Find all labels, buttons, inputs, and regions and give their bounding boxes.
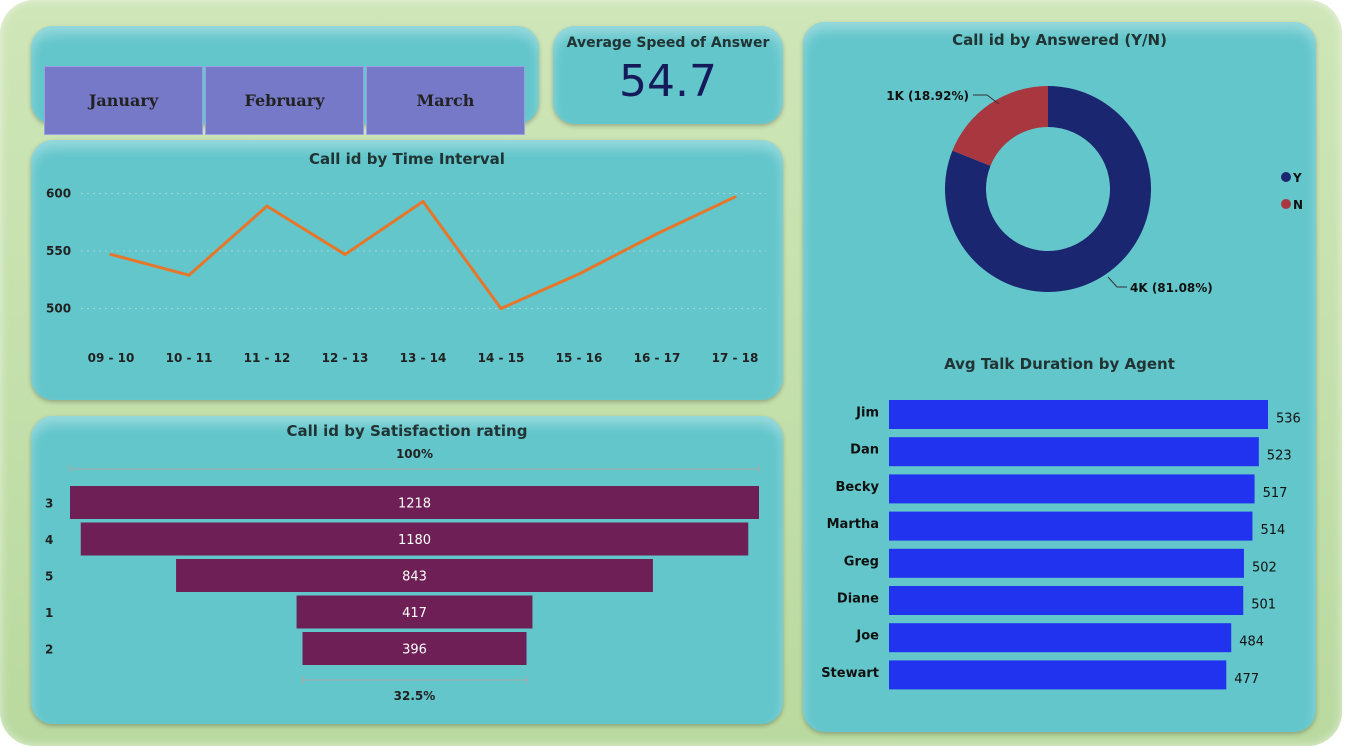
month-march-button[interactable]: March bbox=[366, 66, 525, 135]
agent-bar bbox=[889, 623, 1232, 653]
line-x-tick-label: 17 - 18 bbox=[712, 351, 759, 365]
line-chart-card: Call id by Time Interval 500 550 600 09 - 1… bbox=[31, 140, 783, 400]
line-x-tick-label: 09 - 10 bbox=[88, 351, 135, 365]
donut-label-n: 1K (18.92%) bbox=[886, 89, 969, 103]
bar-chart-title: Avg Talk Duration by Agent bbox=[944, 355, 1175, 373]
funnel-category-label: 3 bbox=[45, 497, 53, 511]
agent-value-label: 523 bbox=[1267, 449, 1292, 464]
funnel-bar bbox=[296, 595, 533, 629]
agent-name-label: Jim bbox=[855, 406, 879, 421]
agent-name-label: Diane bbox=[837, 592, 879, 607]
line-x-tick-label: 12 - 13 bbox=[322, 351, 369, 365]
agent-name-label: Dan bbox=[850, 443, 879, 458]
donut-slice-n bbox=[952, 86, 1048, 166]
line-point bbox=[733, 195, 737, 199]
funnel-bar bbox=[176, 559, 653, 592]
funnel-chart: 100% 1218 3 1180 4 843 5 417 1 396 2 32.5% bbox=[45, 447, 760, 703]
line-point bbox=[343, 252, 347, 256]
kpi-title: Average Speed of Answer bbox=[566, 35, 770, 51]
agent-bar bbox=[889, 660, 1227, 690]
line-point bbox=[655, 232, 659, 236]
funnel-category-label: 2 bbox=[45, 643, 53, 657]
month-february-button[interactable]: February bbox=[205, 66, 364, 135]
line-x-tick-label: 11 - 12 bbox=[244, 351, 291, 365]
agent-name-label: Becky bbox=[835, 480, 879, 495]
agent-value-label: 477 bbox=[1234, 672, 1259, 687]
agent-bar bbox=[889, 511, 1253, 541]
line-chart: 500 550 600 09 - 10 10 - 11 11 - 12 12 - 13 13 … bbox=[46, 187, 766, 365]
donut-chart: 1K (18.92%) 4K (81.08%) YN bbox=[886, 86, 1303, 295]
donut-legend-marker bbox=[1281, 199, 1291, 209]
funnel-bar-value: 1180 bbox=[398, 533, 431, 548]
funnel-category-label: 1 bbox=[45, 606, 53, 620]
donut-leader-line bbox=[1107, 276, 1127, 288]
funnel-bar bbox=[80, 522, 749, 556]
line-point bbox=[421, 200, 425, 204]
agent-bar bbox=[889, 586, 1244, 615]
funnel-bar-value: 1218 bbox=[398, 497, 431, 512]
line-y-tick-label: 600 bbox=[46, 187, 71, 201]
donut-legend-marker bbox=[1281, 172, 1291, 182]
line-x-tick-label: 13 - 14 bbox=[400, 351, 447, 365]
funnel-bottom-label: 32.5% bbox=[394, 689, 436, 703]
right-panel-card: Call id by Answered (Y/N) 1K (18.92%) 4K … bbox=[803, 22, 1316, 732]
agent-value-label: 484 bbox=[1239, 635, 1264, 650]
line-point bbox=[187, 273, 191, 277]
agent-name-label: Martha bbox=[827, 517, 879, 532]
line-point bbox=[109, 252, 113, 256]
funnel-bar-value: 843 bbox=[402, 570, 427, 585]
agent-value-label: 501 bbox=[1251, 598, 1276, 613]
line-x-tick-label: 10 - 11 bbox=[166, 351, 213, 365]
month-january-button[interactable]: January bbox=[44, 66, 203, 135]
agent-bar bbox=[889, 474, 1255, 504]
line-point bbox=[499, 307, 503, 310]
donut-slice-y bbox=[945, 86, 1151, 293]
funnel-top-label: 100% bbox=[396, 447, 433, 461]
line-point bbox=[577, 272, 581, 276]
kpi-value: 54.7 bbox=[619, 56, 717, 107]
line-x-tick-label: 15 - 16 bbox=[556, 351, 603, 365]
donut-label-y: 4K (81.08%) bbox=[1130, 281, 1213, 295]
donut-legend-label: Y bbox=[1292, 171, 1302, 185]
agent-bar bbox=[889, 437, 1259, 467]
line-x-tick-label: 14 - 15 bbox=[478, 351, 525, 365]
donut-leader-line bbox=[973, 94, 1000, 105]
funnel-chart-card: Call id by Satisfaction rating 100% 1218 3… bbox=[31, 416, 783, 724]
funnel-bar bbox=[70, 486, 759, 519]
agent-value-label: 502 bbox=[1252, 560, 1277, 575]
donut-legend-label: N bbox=[1293, 198, 1303, 212]
month-slicer-card: January February March bbox=[31, 26, 539, 135]
funnel-category-label: 4 bbox=[45, 533, 53, 547]
bar-chart: Jim 536 Dan 523 Becky 517 Martha 514 Greg 502 Dian… bbox=[821, 400, 1301, 690]
funnel-bar-value: 396 bbox=[402, 643, 427, 658]
agent-name-label: Stewart bbox=[821, 666, 879, 681]
agent-value-label: 536 bbox=[1276, 412, 1301, 427]
line-point bbox=[265, 204, 269, 208]
agent-name-label: Greg bbox=[844, 554, 879, 569]
funnel-chart-title: Call id by Satisfaction rating bbox=[286, 422, 528, 440]
line-chart-title: Call id by Time Interval bbox=[309, 150, 505, 168]
funnel-category-label: 5 bbox=[45, 570, 53, 584]
line-y-tick-label: 550 bbox=[46, 244, 71, 258]
kpi-card: Average Speed of Answer 54.7 bbox=[553, 26, 783, 124]
line-series bbox=[110, 195, 736, 310]
agent-bar bbox=[889, 400, 1268, 429]
agent-bar bbox=[889, 548, 1244, 578]
line-x-tick-label: 16 - 17 bbox=[634, 351, 681, 365]
funnel-bar bbox=[302, 632, 527, 665]
funnel-bar-value: 417 bbox=[402, 606, 427, 621]
line-y-tick-label: 500 bbox=[46, 302, 71, 316]
agent-name-label: Joe bbox=[855, 629, 879, 644]
donut-chart-title: Call id by Answered (Y/N) bbox=[952, 31, 1167, 49]
agent-value-label: 514 bbox=[1260, 523, 1285, 538]
agent-value-label: 517 bbox=[1263, 486, 1288, 501]
